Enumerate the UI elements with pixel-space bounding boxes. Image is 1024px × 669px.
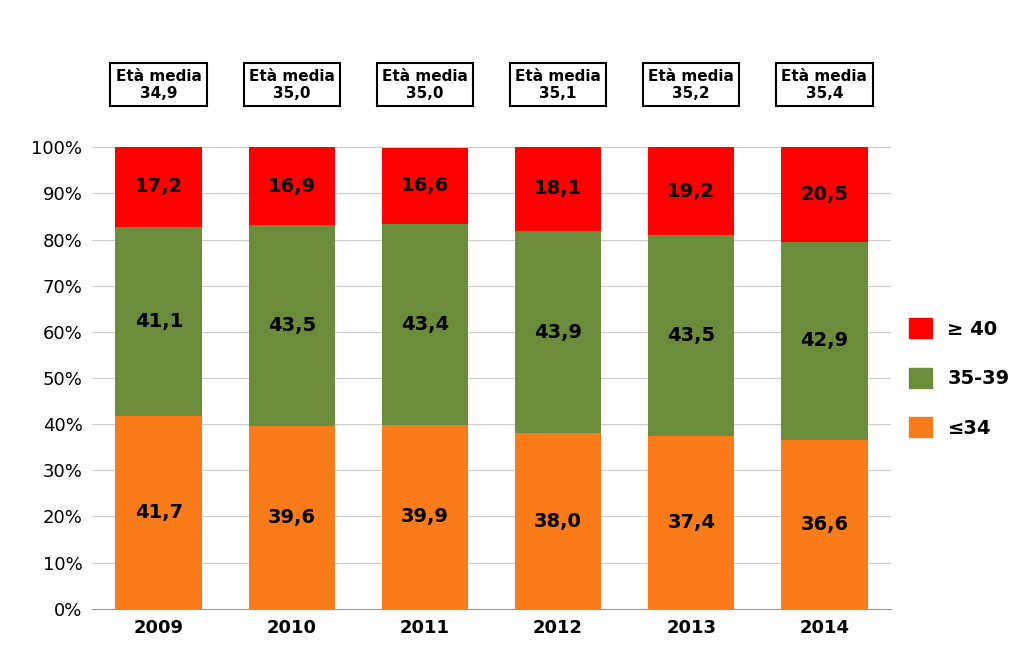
Text: 37,4: 37,4: [668, 513, 715, 532]
Bar: [116, 416, 202, 609]
Text: Età media
35,1: Età media 35,1: [515, 69, 601, 101]
Bar: [648, 235, 734, 436]
Text: 36,6: 36,6: [801, 515, 848, 534]
Text: Età media
35,0: Età media 35,0: [382, 69, 468, 101]
Text: 39,6: 39,6: [268, 508, 315, 527]
Bar: [382, 425, 468, 609]
Bar: [648, 436, 734, 609]
Text: 41,7: 41,7: [135, 503, 182, 522]
Text: 43,5: 43,5: [268, 316, 315, 335]
Bar: [249, 147, 335, 225]
Text: 17,2: 17,2: [135, 177, 182, 197]
Bar: [382, 148, 468, 224]
Text: 43,9: 43,9: [535, 322, 582, 342]
Text: 43,5: 43,5: [668, 326, 715, 345]
Bar: [249, 426, 335, 609]
Bar: [781, 242, 867, 440]
Text: 39,9: 39,9: [401, 507, 449, 527]
Text: 16,9: 16,9: [268, 177, 315, 196]
Bar: [116, 227, 202, 416]
Bar: [249, 225, 335, 426]
Text: Età media
35,4: Età media 35,4: [781, 69, 867, 101]
Legend: ≥ 40, 35-39, ≤34: ≥ 40, 35-39, ≤34: [908, 318, 1010, 438]
Bar: [781, 440, 867, 609]
Text: 16,6: 16,6: [400, 177, 450, 195]
Text: Età media
35,0: Età media 35,0: [249, 69, 335, 101]
Bar: [515, 147, 601, 231]
Bar: [648, 147, 734, 235]
Text: Età media
34,9: Età media 34,9: [116, 69, 202, 101]
Bar: [781, 147, 867, 242]
Text: 42,9: 42,9: [801, 331, 848, 351]
Bar: [382, 224, 468, 425]
Text: 41,1: 41,1: [134, 312, 183, 331]
Text: 20,5: 20,5: [801, 185, 848, 204]
Text: 18,1: 18,1: [534, 179, 583, 199]
Text: 19,2: 19,2: [668, 181, 715, 201]
Text: 38,0: 38,0: [535, 512, 582, 531]
Bar: [515, 434, 601, 609]
Bar: [515, 231, 601, 434]
Text: 43,4: 43,4: [401, 315, 449, 334]
Text: Età media
35,2: Età media 35,2: [648, 69, 734, 101]
Bar: [116, 147, 202, 227]
